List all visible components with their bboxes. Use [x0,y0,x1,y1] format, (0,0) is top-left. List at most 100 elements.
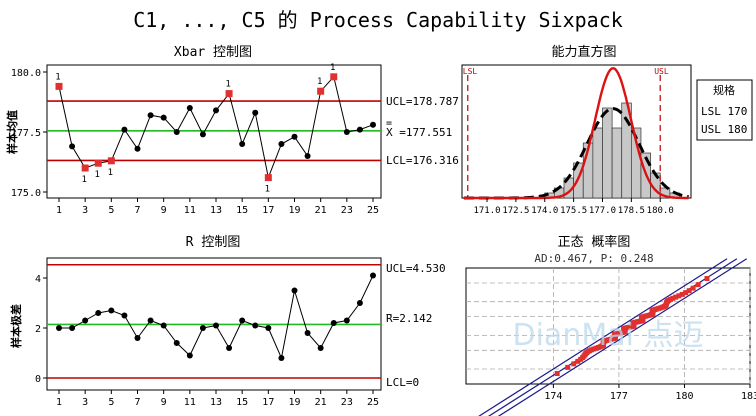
prob-point [554,370,560,376]
xbar-xtick-label: 1 [56,205,62,216]
r-point [56,325,62,331]
r-xtick-label: 17 [262,397,274,408]
xbar-xtick-label: 13 [210,205,222,216]
xbar-xtick-label: 5 [108,205,114,216]
r-xtick-label: 9 [161,397,167,408]
r-xtick-label: 13 [210,397,222,408]
r-point [95,310,102,316]
xbar-flag-label: 1 [95,170,100,180]
prob-xtick-label: 177 [610,391,628,402]
xbar-point [278,141,285,147]
r-title: R 控制图 [186,235,241,250]
hist-xtick-label: 180.0 [647,206,674,216]
prob-xtick-label: 174 [544,391,562,402]
prob-point [673,294,679,300]
xbar-point [160,114,167,121]
prob-points [554,276,710,376]
r-point [356,300,363,306]
r-ytick-label: 0 [35,374,41,385]
r-point [121,312,128,319]
xbar-xtick-label: 11 [184,205,196,216]
r-point [330,320,337,326]
r-xaxis: 1 3 5 7 9 11 13 15 17 19 21 23 25 [56,390,379,408]
hist-usl-label: USL [654,67,669,76]
r-ytick-label: 4 [35,274,41,285]
normal-probability-plot: 正态 概率图 AD:0.467, P: 0.248 174 177 180 183 D… [465,234,756,416]
hist-xtick-label: 174.0 [531,206,558,216]
prob-point [686,288,692,294]
r-center-bar: _ [386,304,393,315]
window-title: C1, ..., C5 的 Process Capability Sixpack [133,8,623,32]
xbar-xtick-label: 17 [262,205,274,216]
r-chart: R 控制图 样本极差 024 1 3 5 7 9 11 13 15 17 19 21 23 25 UCL… [9,235,446,408]
xbar-center-label: X =177.551 [386,126,452,139]
prob-point [690,285,696,291]
r-lcl-label: LCL=0 [386,376,419,389]
xbar-point-flagged [94,159,102,167]
r-point [291,287,298,294]
xbar-point-flagged [55,82,63,90]
xbar-point [343,129,350,135]
xbar-point-flagged [225,90,233,98]
xbar-xtick-label: 9 [161,205,167,216]
r-point [343,317,350,324]
hist-bars [544,102,680,199]
r-point [265,325,272,331]
hist-bar [592,127,603,199]
prob-point [565,364,571,370]
hist-lsl-label: LSL [463,67,478,76]
r-point [317,345,324,351]
r-point [370,272,376,279]
xbar-ytick-label: 180.0 [11,68,41,79]
xbar-point-flagged [107,157,115,165]
hist-bar [611,127,623,199]
watermark-text: DianMai 点迈 [513,318,704,353]
r-point [239,317,246,324]
hist-within-curve [463,66,689,200]
prob-point [575,358,581,364]
xbar-point-flagged [81,164,89,172]
xbar-point [213,107,219,114]
xbar-xaxis: 1 3 5 7 9 11 13 15 17 19 21 23 25 [56,198,379,216]
r-xtick-label: 19 [288,397,300,408]
r-point [304,330,311,336]
xbar-point [356,126,363,133]
xbar-flag-label: 1 [81,175,86,185]
r-point [173,340,180,346]
prob-point [683,290,689,296]
prob-title: 正态 概率图 [558,234,631,250]
xbar-flag-label: 1 [225,80,230,90]
prob-point [670,295,676,301]
xbar-flag-label: 1 [108,168,113,178]
xbar-xtick-label: 25 [367,205,379,216]
xbar-point [134,145,141,152]
xbar-point [239,141,246,147]
xbar-xtick-label: 19 [288,205,300,216]
hist-bar [602,107,613,199]
xbar-point [370,121,376,128]
r-xtick-label: 21 [315,397,327,408]
xbar-ytick-label: 177.5 [11,128,41,139]
r-xtick-label: 23 [341,397,353,408]
hist-xtick-label: 171.0 [473,206,500,216]
xbar-flag-label: 1 [265,185,270,195]
xbar-xtick-label: 3 [82,205,88,216]
hist-xtick-label: 175.5 [560,206,587,216]
r-xtick-label: 1 [56,397,62,408]
r-yaxis: 0 2 4 [35,274,47,385]
xbar-ytick-label: 175.0 [11,188,41,199]
prob-ci-lower [497,258,748,416]
xbar-point [121,126,128,133]
xbar-point-flagged [264,174,272,182]
xbar-xtick-label: 23 [341,205,353,216]
xbar-point [147,112,154,119]
xbar-point [252,109,259,116]
r-point [160,322,167,329]
xbar-point [199,131,206,138]
spec-legend-lsl: LSL 170 [701,105,747,118]
r-point [278,355,285,361]
r-point [69,325,76,331]
xbar-flag-label: 1 [317,77,322,87]
